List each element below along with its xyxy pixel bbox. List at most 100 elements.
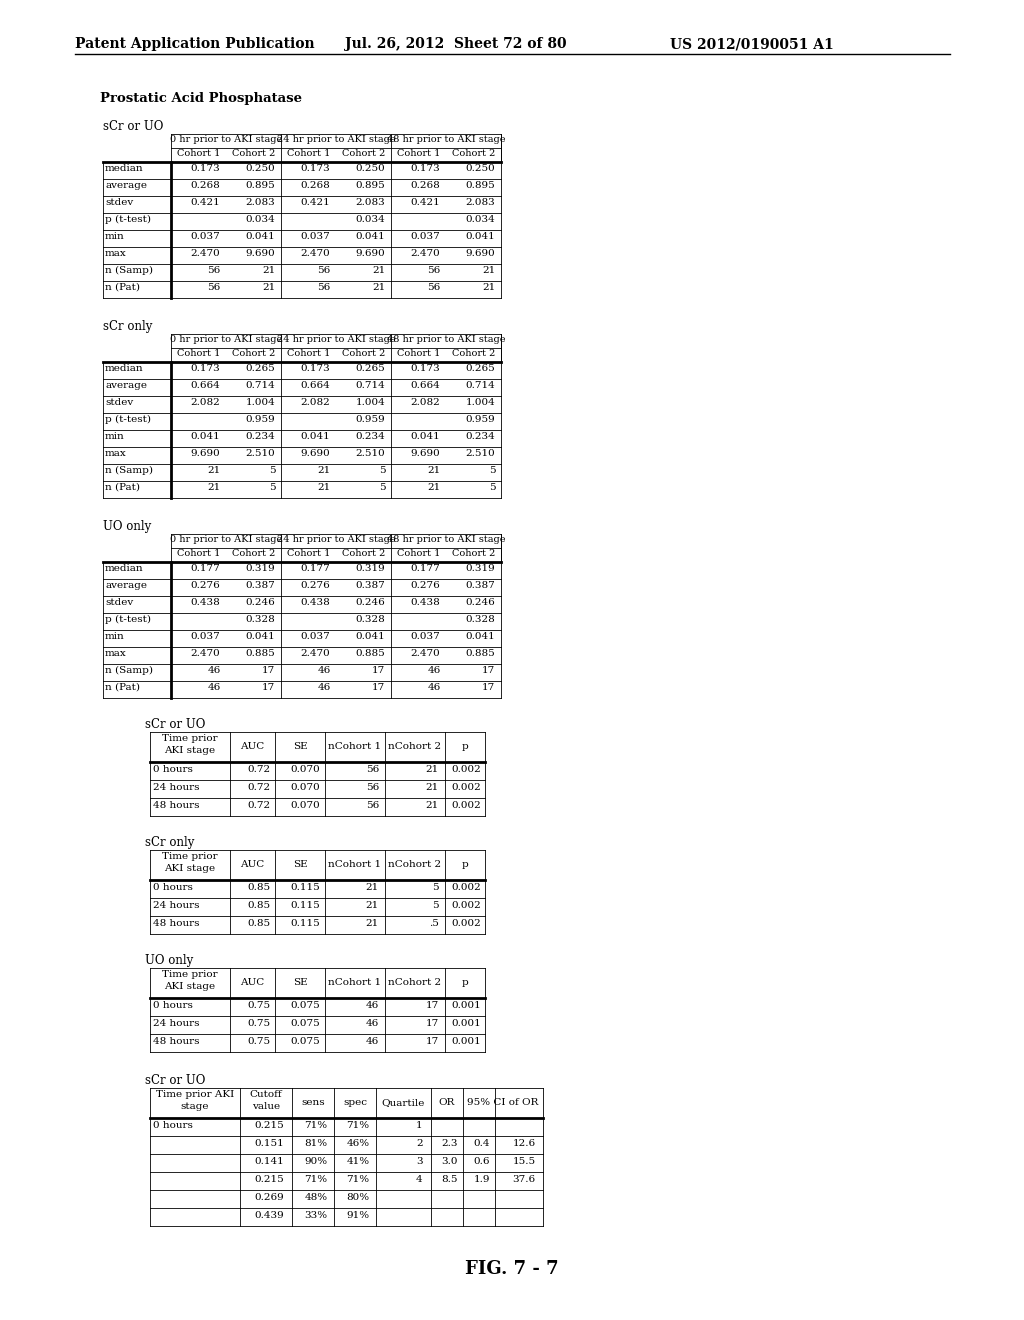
Text: 2.470: 2.470 bbox=[411, 649, 440, 657]
Text: 1.004: 1.004 bbox=[466, 399, 496, 407]
Text: 17: 17 bbox=[482, 682, 496, 692]
Text: Jul. 26, 2012  Sheet 72 of 80: Jul. 26, 2012 Sheet 72 of 80 bbox=[345, 37, 566, 51]
Text: 41%: 41% bbox=[346, 1158, 370, 1166]
Text: 0.328: 0.328 bbox=[246, 615, 275, 624]
Text: 0.276: 0.276 bbox=[411, 581, 440, 590]
Text: p (t-test): p (t-test) bbox=[105, 215, 151, 224]
Text: 0.72: 0.72 bbox=[248, 766, 270, 774]
Text: 1: 1 bbox=[416, 1121, 423, 1130]
Text: 0.714: 0.714 bbox=[466, 381, 496, 389]
Text: 0.438: 0.438 bbox=[190, 598, 220, 607]
Text: 0.037: 0.037 bbox=[411, 232, 440, 242]
Text: 56: 56 bbox=[366, 801, 379, 810]
Text: 21: 21 bbox=[482, 267, 496, 275]
Text: 0.6: 0.6 bbox=[474, 1158, 490, 1166]
Text: 0.177: 0.177 bbox=[190, 564, 220, 573]
Text: stdev: stdev bbox=[105, 399, 133, 407]
Text: 48 hr prior to AKI stage: 48 hr prior to AKI stage bbox=[387, 135, 505, 144]
Text: .5: .5 bbox=[429, 919, 439, 928]
Text: 9.690: 9.690 bbox=[355, 249, 385, 257]
Text: sCr or UO: sCr or UO bbox=[145, 1074, 206, 1086]
Text: Time prior: Time prior bbox=[162, 851, 218, 861]
Text: 0.002: 0.002 bbox=[452, 919, 481, 928]
Text: 0.328: 0.328 bbox=[355, 615, 385, 624]
Text: 56: 56 bbox=[427, 282, 440, 292]
Text: 46: 46 bbox=[366, 1038, 379, 1045]
Text: 81%: 81% bbox=[304, 1139, 328, 1148]
Text: 0.714: 0.714 bbox=[246, 381, 275, 389]
Text: 56: 56 bbox=[207, 267, 220, 275]
Text: AKI stage: AKI stage bbox=[165, 982, 216, 991]
Text: 0.041: 0.041 bbox=[411, 432, 440, 441]
Text: 0.151: 0.151 bbox=[254, 1139, 285, 1148]
Text: 17: 17 bbox=[426, 1001, 439, 1010]
Text: 0.041: 0.041 bbox=[355, 632, 385, 642]
Text: 0 hr prior to AKI stage: 0 hr prior to AKI stage bbox=[170, 335, 283, 345]
Text: 0.885: 0.885 bbox=[246, 649, 275, 657]
Text: p: p bbox=[462, 978, 468, 987]
Text: 0.319: 0.319 bbox=[355, 564, 385, 573]
Text: n (Pat): n (Pat) bbox=[105, 282, 140, 292]
Text: 0.002: 0.002 bbox=[452, 801, 481, 810]
Text: 21: 21 bbox=[317, 466, 331, 475]
Text: stage: stage bbox=[181, 1102, 209, 1111]
Text: nCohort 2: nCohort 2 bbox=[388, 978, 441, 987]
Text: 56: 56 bbox=[317, 282, 331, 292]
Text: 0.041: 0.041 bbox=[466, 632, 496, 642]
Text: 2: 2 bbox=[416, 1139, 423, 1148]
Text: Cohort 1: Cohort 1 bbox=[397, 549, 440, 558]
Text: 0.215: 0.215 bbox=[254, 1175, 285, 1184]
Text: max: max bbox=[105, 649, 127, 657]
Text: 48 hr prior to AKI stage: 48 hr prior to AKI stage bbox=[387, 335, 505, 345]
Text: n (Pat): n (Pat) bbox=[105, 682, 140, 692]
Text: 0.265: 0.265 bbox=[246, 364, 275, 374]
Text: 2.470: 2.470 bbox=[411, 249, 440, 257]
Text: 9.690: 9.690 bbox=[246, 249, 275, 257]
Text: 0.002: 0.002 bbox=[452, 883, 481, 892]
Text: 0.034: 0.034 bbox=[466, 215, 496, 224]
Text: Cohort 2: Cohort 2 bbox=[231, 149, 275, 158]
Text: 0.421: 0.421 bbox=[190, 198, 220, 207]
Text: 0.075: 0.075 bbox=[290, 1038, 319, 1045]
Text: 0.895: 0.895 bbox=[355, 181, 385, 190]
Text: 5: 5 bbox=[488, 483, 496, 492]
Text: 0.72: 0.72 bbox=[248, 801, 270, 810]
Text: 8.5: 8.5 bbox=[441, 1175, 458, 1184]
Text: median: median bbox=[105, 364, 143, 374]
Text: UO only: UO only bbox=[145, 954, 194, 968]
Text: 2.3: 2.3 bbox=[441, 1139, 458, 1148]
Text: 46: 46 bbox=[207, 682, 220, 692]
Text: p (t-test): p (t-test) bbox=[105, 615, 151, 624]
Text: 3.0: 3.0 bbox=[441, 1158, 458, 1166]
Text: 0.034: 0.034 bbox=[246, 215, 275, 224]
Text: 0.037: 0.037 bbox=[301, 232, 331, 242]
Text: 0 hours: 0 hours bbox=[153, 1121, 193, 1130]
Text: 0.269: 0.269 bbox=[254, 1193, 285, 1203]
Text: 0 hours: 0 hours bbox=[153, 883, 193, 892]
Text: 0.002: 0.002 bbox=[452, 766, 481, 774]
Text: 5: 5 bbox=[379, 483, 385, 492]
Text: 0.895: 0.895 bbox=[466, 181, 496, 190]
Text: nCohort 2: nCohort 2 bbox=[388, 861, 441, 869]
Text: 2.083: 2.083 bbox=[246, 198, 275, 207]
Text: 21: 21 bbox=[373, 267, 385, 275]
Text: 46: 46 bbox=[366, 1019, 379, 1028]
Text: 2.470: 2.470 bbox=[190, 649, 220, 657]
Text: 0.115: 0.115 bbox=[290, 902, 319, 909]
Text: Cohort 2: Cohort 2 bbox=[452, 149, 496, 158]
Text: 17: 17 bbox=[426, 1038, 439, 1045]
Text: 0.041: 0.041 bbox=[355, 232, 385, 242]
Text: 0.387: 0.387 bbox=[466, 581, 496, 590]
Text: 1.004: 1.004 bbox=[246, 399, 275, 407]
Text: min: min bbox=[105, 432, 125, 441]
Text: 3: 3 bbox=[416, 1158, 423, 1166]
Text: 1.9: 1.9 bbox=[474, 1175, 490, 1184]
Text: n (Pat): n (Pat) bbox=[105, 483, 140, 492]
Text: 0.75: 0.75 bbox=[248, 1001, 270, 1010]
Text: n (Samp): n (Samp) bbox=[105, 466, 153, 475]
Text: 0.328: 0.328 bbox=[466, 615, 496, 624]
Text: 2.082: 2.082 bbox=[190, 399, 220, 407]
Text: AKI stage: AKI stage bbox=[165, 746, 216, 755]
Text: 0.041: 0.041 bbox=[190, 432, 220, 441]
Text: 0.276: 0.276 bbox=[190, 581, 220, 590]
